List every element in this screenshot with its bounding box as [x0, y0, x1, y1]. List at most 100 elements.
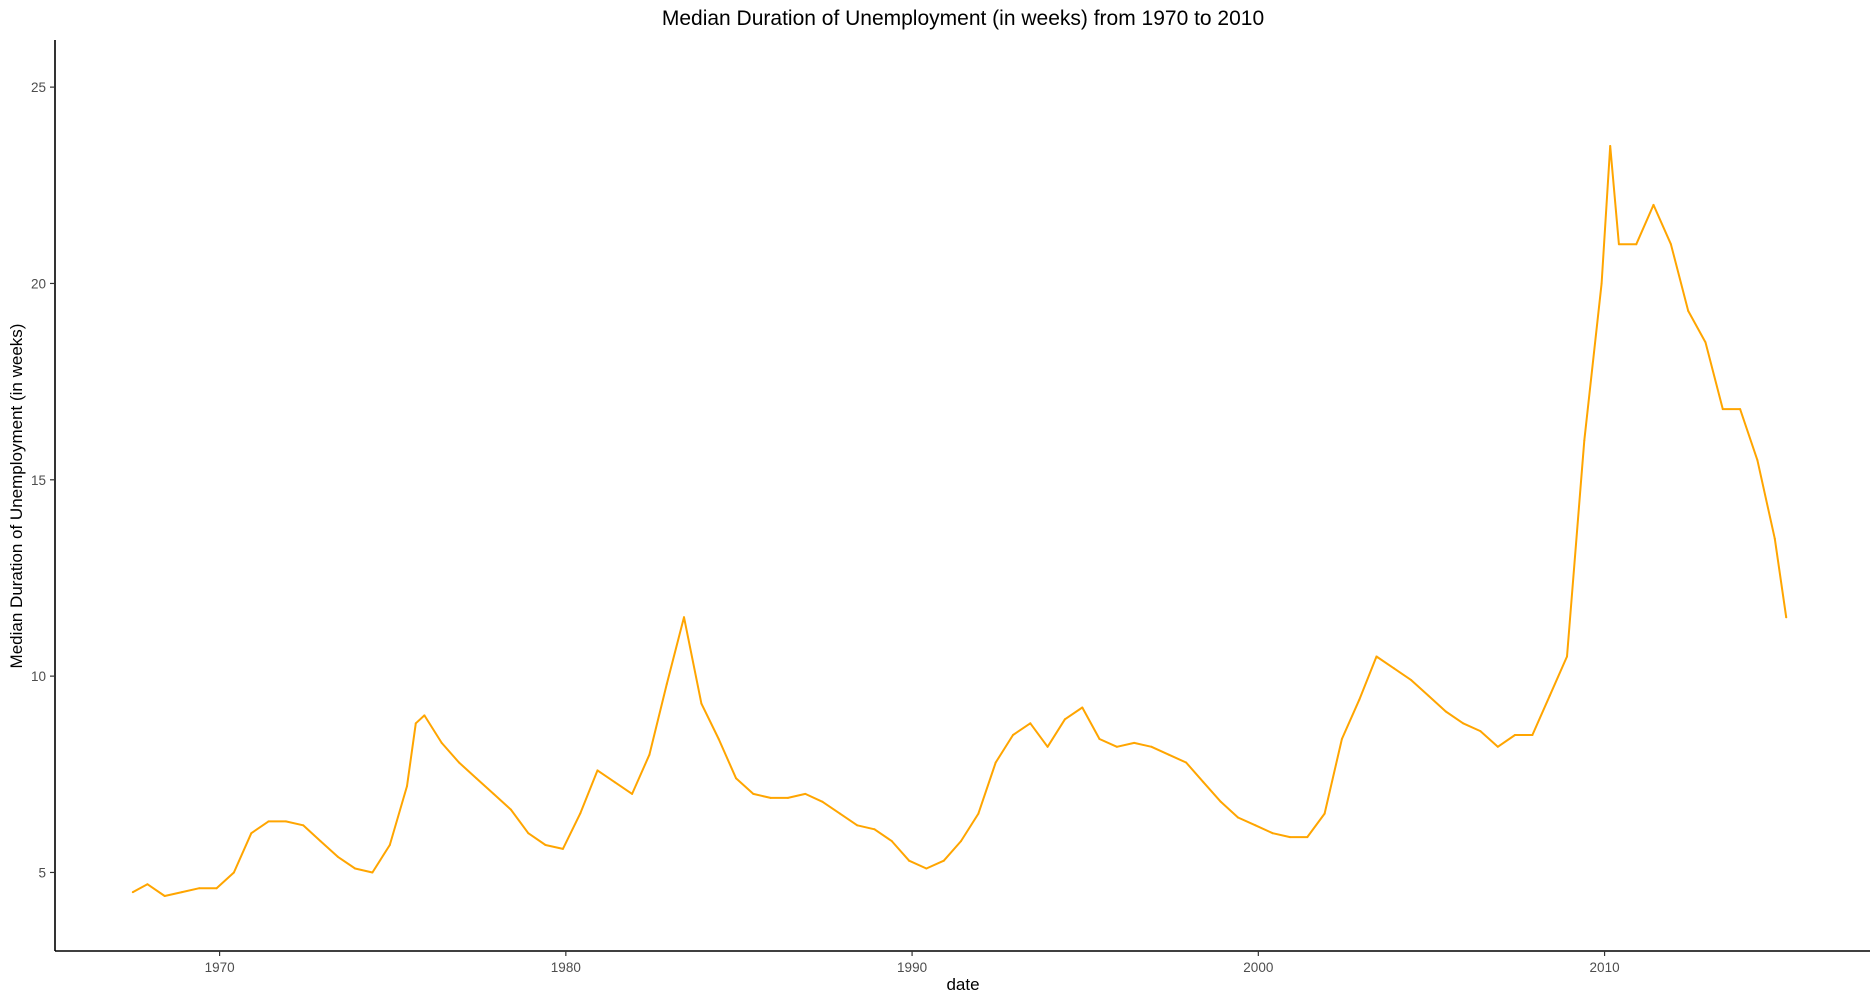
data-point: [163, 895, 166, 897]
data-point: [527, 832, 530, 835]
y-tick-label: 5: [38, 865, 46, 880]
data-point: [838, 812, 841, 815]
data-point: [856, 824, 859, 827]
x-tick-label: 1980: [551, 960, 581, 975]
data-point: [1687, 309, 1690, 312]
data-point: [1219, 800, 1222, 803]
data-point: [665, 683, 668, 685]
data-point: [1756, 459, 1759, 462]
data-point: [492, 792, 495, 795]
data-point: [596, 769, 599, 772]
data-point: [1785, 616, 1788, 619]
data-point: [1150, 745, 1153, 748]
data-point: [1739, 408, 1742, 411]
x-tick-label: 2010: [1590, 960, 1620, 975]
data-point: [683, 616, 685, 619]
data-point: [1773, 537, 1776, 540]
data-point: [717, 738, 720, 740]
data-point: [1609, 145, 1612, 147]
data-point: [908, 859, 911, 862]
data-point: [1583, 439, 1586, 442]
data-point: [284, 820, 287, 823]
y-tick-label: 20: [31, 276, 46, 291]
data-point: [1600, 282, 1603, 285]
data-point: [1271, 832, 1274, 835]
data-point: [1652, 203, 1655, 206]
y-axis-title: Median Duration of Unemployment (in week…: [7, 324, 26, 669]
data-point: [1358, 698, 1361, 701]
data-point: [1548, 694, 1551, 697]
data-point: [146, 883, 149, 886]
data-points: [131, 145, 1788, 897]
x-ticks: 1970 1980 1990 2000 2010: [205, 951, 1620, 975]
data-point: [1340, 738, 1343, 740]
data-point: [1514, 734, 1516, 736]
data-point: [215, 887, 218, 890]
data-point: [1306, 836, 1309, 839]
axes: [54, 40, 1870, 952]
data-point: [804, 792, 807, 795]
data-point: [1081, 706, 1084, 709]
data-point: [1185, 761, 1188, 764]
y-ticks: 5 10 15 20 25: [31, 80, 55, 880]
y-tick-label: 25: [31, 80, 46, 95]
data-point: [1029, 722, 1032, 725]
y-tick-label: 10: [31, 669, 46, 684]
data-point: [414, 722, 417, 725]
data-point: [1617, 243, 1620, 246]
data-point: [232, 871, 235, 874]
data-point: [181, 891, 183, 894]
data-point: [319, 840, 322, 843]
data-point: [198, 887, 201, 890]
data-point: [1444, 710, 1447, 713]
x-tick-label: 2000: [1243, 960, 1273, 975]
data-point: [250, 832, 253, 835]
data-point: [579, 812, 582, 815]
data-point: [700, 702, 703, 705]
data-point: [769, 796, 772, 799]
data-point: [509, 808, 512, 811]
data-point: [371, 871, 374, 874]
data-point: [1237, 816, 1239, 819]
x-axis-title: date: [946, 975, 979, 994]
data-point: [1254, 824, 1257, 827]
y-tick-label: 15: [31, 473, 46, 488]
data-point: [1375, 655, 1378, 658]
data-point: [1496, 745, 1499, 748]
data-point: [1098, 738, 1101, 740]
data-point: [752, 792, 755, 795]
data-point: [786, 796, 789, 799]
data-point: [613, 781, 616, 784]
data-point: [1462, 722, 1465, 725]
data-point: [977, 812, 980, 815]
data-point: [631, 792, 634, 795]
data-point: [1531, 734, 1534, 736]
data-point: [1721, 408, 1724, 411]
data-point: [267, 820, 270, 823]
data-point: [925, 867, 928, 870]
data-point: [544, 844, 547, 846]
x-tick-label: 1990: [897, 960, 927, 975]
data-point: [942, 859, 945, 862]
data-point: [890, 840, 893, 843]
data-point: [735, 777, 737, 780]
data-point: [1289, 836, 1291, 839]
data-point: [1167, 753, 1170, 756]
data-point: [440, 741, 443, 744]
data-point: [994, 761, 997, 764]
data-point: [1115, 745, 1118, 748]
chart-title: Median Duration of Unemployment (in week…: [662, 7, 1264, 30]
data-point: [354, 867, 357, 870]
data-point: [821, 800, 824, 803]
data-point: [1133, 741, 1136, 744]
x-tick-label: 1970: [205, 960, 235, 975]
data-point: [1063, 718, 1066, 721]
data-point: [1202, 781, 1205, 784]
data-point: [960, 840, 962, 843]
series-line: [131, 145, 1788, 897]
data-point: [873, 828, 876, 831]
data-point: [1392, 667, 1395, 670]
data-point: [458, 761, 460, 764]
